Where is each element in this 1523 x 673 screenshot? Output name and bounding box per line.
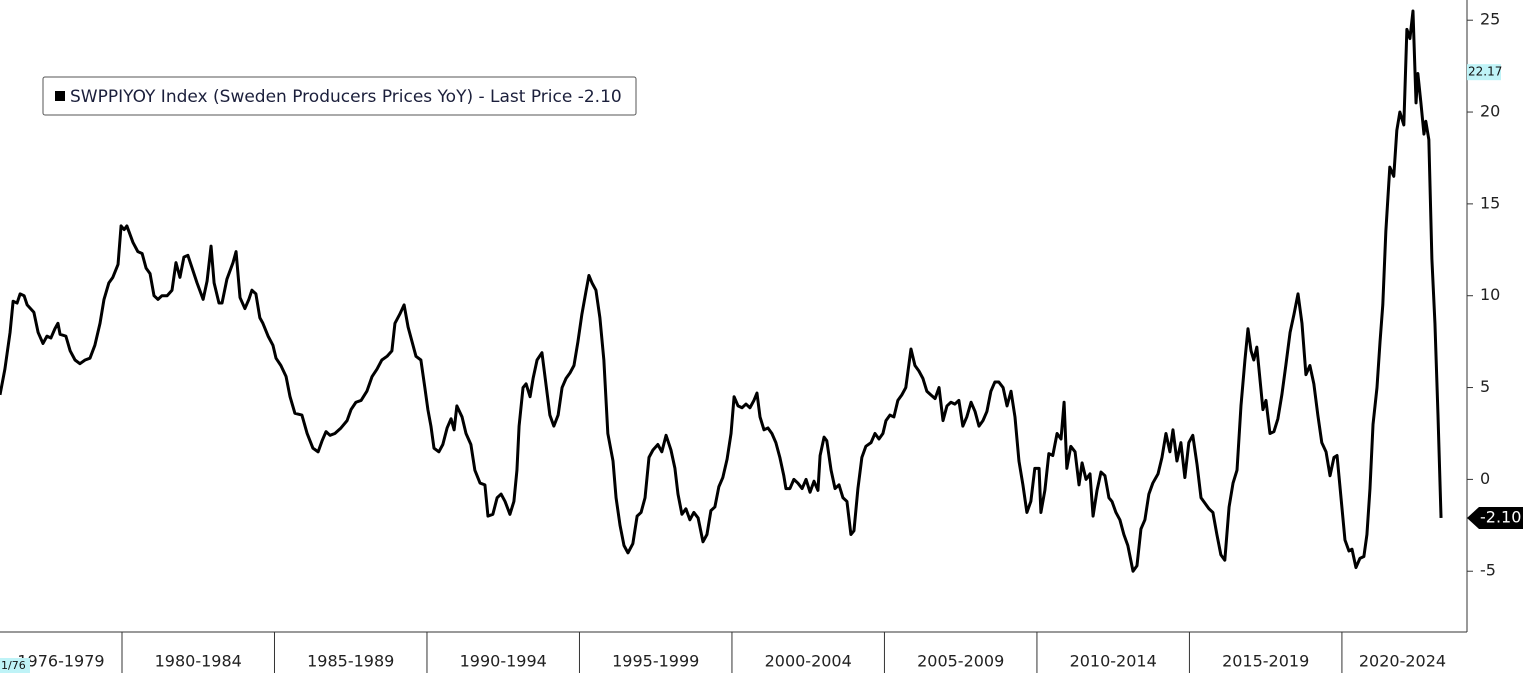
x-tick-label: 1985-1989	[307, 652, 394, 671]
y-tick-label: 0	[1480, 469, 1490, 488]
data-line	[0, 9, 1443, 573]
y-tick-label: 5	[1480, 377, 1490, 396]
x-tick-label: 2005-2009	[917, 652, 1004, 671]
x-tick-label: 1990-1994	[460, 652, 547, 671]
x-tick-label: 1976-1979	[17, 652, 104, 671]
x-tick-label: 2015-2019	[1222, 652, 1309, 671]
y-tick-label: 20	[1480, 102, 1500, 121]
x-tick-label: 1995-1999	[612, 652, 699, 671]
last-price-tag	[1467, 506, 1523, 529]
x-tick-label: 1980-1984	[155, 652, 242, 671]
legend: SWPPIYOY Index (Sweden Producers Prices …	[42, 76, 637, 116]
y-marker-label: 22.17	[1468, 65, 1502, 79]
legend-box	[42, 76, 637, 116]
x-tick-label: 2010-2014	[1070, 652, 1157, 671]
legend-swatch	[55, 91, 65, 101]
start-label: 1/76	[1, 659, 26, 672]
y-tick-label: 15	[1480, 193, 1500, 212]
legend-label: SWPPIYOY Index (Sweden Producers Prices …	[70, 87, 622, 107]
y-tick-label: 25	[1480, 10, 1500, 29]
x-tick-label: 2000-2004	[765, 652, 852, 671]
start-label-bg	[0, 658, 30, 673]
y-tick-label: 10	[1480, 285, 1500, 304]
y-tick-label: -5	[1480, 561, 1496, 580]
y-marker-bg	[1467, 64, 1501, 81]
x-tick-label: 2020-2024	[1359, 652, 1446, 671]
last-price-label: -2.10	[1480, 507, 1521, 526]
